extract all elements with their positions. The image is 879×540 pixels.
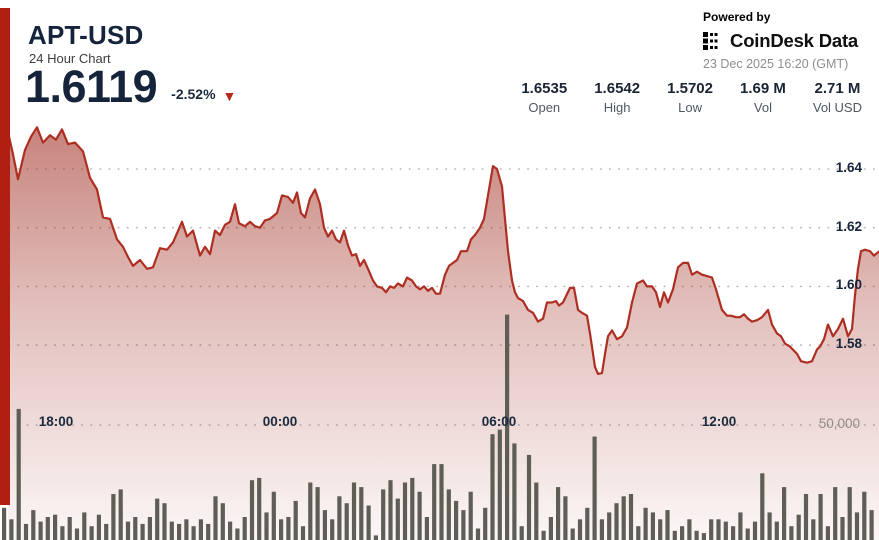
stat-high-value: 1.6542 (594, 80, 641, 97)
time-axis-label: 12:00 (701, 414, 737, 429)
coindesk-logo-icon (703, 32, 718, 50)
price-change-percent: -2.52% (171, 86, 216, 102)
stat-vol: 1.69 M Vol (740, 80, 786, 115)
stat-vol-usd: 2.71 M Vol USD (813, 80, 862, 115)
ohlc-stats-row: 1.6535 Open 1.6542 High 1.5702 Low 1.69 … (521, 80, 862, 115)
brand-row: CoinDesk Data (703, 30, 858, 52)
stat-vol-usd-value: 2.71 M (814, 80, 861, 97)
current-price-row: 1.6119 -2.52% ▼ (25, 64, 236, 109)
stat-high-label: High (603, 100, 631, 115)
stat-low-value: 1.5702 (667, 80, 713, 97)
price-axis-label: 1.62 (835, 218, 862, 234)
stat-vol-value: 1.69 M (740, 80, 786, 97)
price-axis-label: 1.64 (835, 160, 862, 175)
time-axis-label: 06:00 (481, 414, 517, 429)
time-axis-label: 18:00 (38, 414, 74, 429)
stat-vol-label: Vol (753, 100, 772, 115)
stat-open-label: Open (528, 100, 561, 115)
stat-open: 1.6535 Open (521, 80, 567, 115)
down-arrow-icon: ▼ (222, 88, 237, 104)
powered-by-block: Powered by CoinDesk Data 23 Dec 2025 16:… (703, 10, 858, 71)
chart-timestamp: 23 Dec 2025 16:20 (GMT) (703, 57, 849, 71)
symbol-title: APT-USD (28, 20, 144, 50)
powered-by-label: Powered by (703, 10, 771, 24)
stat-low: 1.5702 Low (667, 80, 713, 115)
current-price: 1.6119 (25, 61, 158, 112)
stat-high: 1.6542 High (594, 80, 640, 115)
stat-low-label: Low (678, 100, 702, 115)
brand-name: CoinDesk Data (730, 30, 858, 51)
volume-axis-label: 50,000 (818, 416, 860, 431)
stat-open-value: 1.6535 (521, 80, 568, 97)
price-axis-label: 1.60 (835, 277, 862, 293)
chart-subtitle: 24 Hour Chart (29, 51, 111, 66)
stat-vol-usd-label: Vol USD (812, 100, 862, 115)
price-axis-label: 1.58 (835, 336, 862, 352)
time-axis-label: 00:00 (262, 414, 298, 429)
